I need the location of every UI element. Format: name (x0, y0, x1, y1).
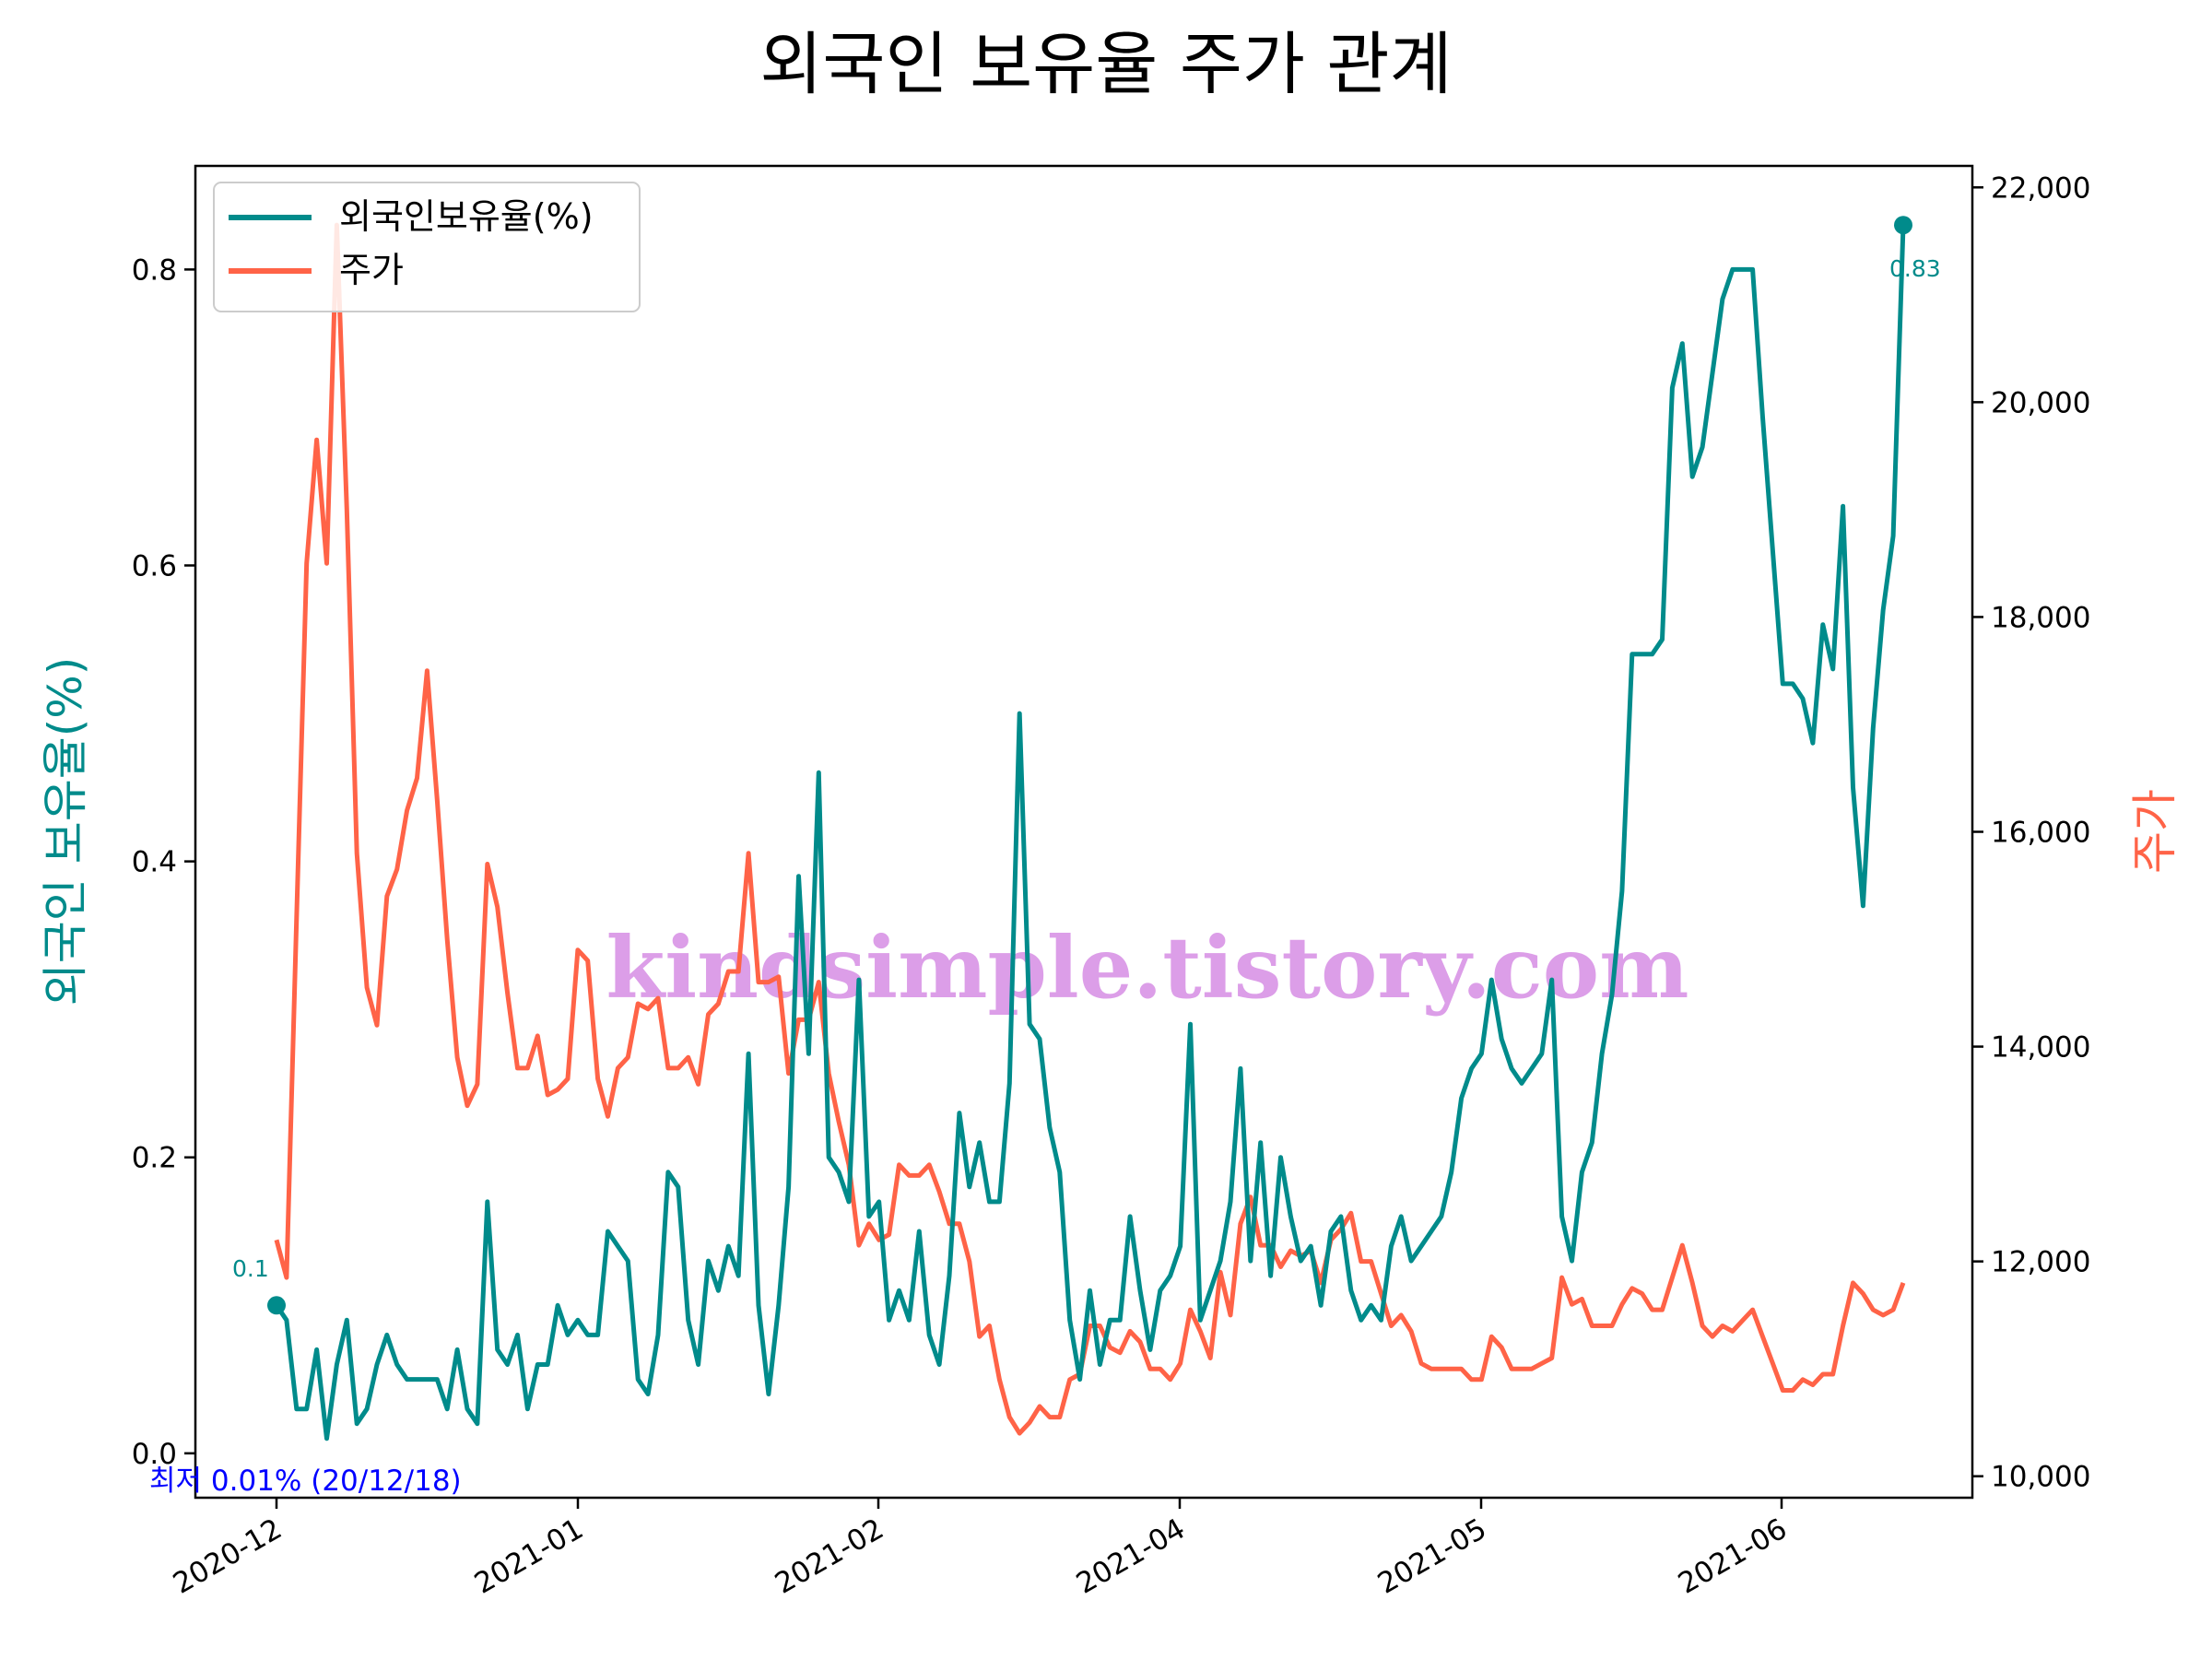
plot-lines (274, 222, 1906, 1441)
legend: 외국인보유율(%) 주가 (213, 182, 641, 312)
chart-title: 외국인 보유율 주가 관계 (759, 25, 1452, 104)
watermark: kindsimple.tistory.com (606, 918, 1688, 1018)
end-value-label: 0.83 (1889, 255, 1941, 282)
start-value-label: 0.1 (232, 1255, 269, 1282)
y-left-tick-label: 0.0 (132, 1438, 177, 1471)
x-tick-label: 2021-01 (469, 1512, 589, 1601)
y-left-tick-label: 0.8 (132, 253, 177, 287)
legend-label-holding: 외국인보유율(%) (339, 196, 594, 237)
plot-frame (194, 164, 1974, 1500)
x-tick-label: 2021-06 (1673, 1512, 1793, 1601)
y-right-tick-label: 12,000 (1991, 1246, 2090, 1279)
series-line-price (274, 222, 1906, 1436)
y-left-tick-label: 0.2 (132, 1142, 177, 1175)
end-point-marker (1894, 216, 1912, 235)
y-right-tick-label: 14,000 (1991, 1031, 2090, 1065)
y-axis-right-label: 주가 (2128, 789, 2182, 874)
y-right-tick-label: 22,000 (1991, 171, 2090, 205)
y-right-tick-label: 16,000 (1991, 817, 2090, 850)
y-right-axis: 10,000 12,000 14,000 16,000 18,000 20,000 22,0… (1972, 171, 2090, 1494)
x-tick-label: 2020-12 (168, 1512, 288, 1601)
x-tick-label: 2021-05 (1372, 1512, 1492, 1601)
legend-label-price: 주가 (339, 250, 404, 290)
y-right-tick-label: 20,000 (1991, 386, 2090, 419)
y-right-tick-label: 10,000 (1991, 1461, 2090, 1494)
x-axis: 2020-12 2021-01 2021-02 2021-04 2021-05 2021-… (168, 1498, 1793, 1601)
y-left-tick-label: 0.6 (132, 550, 177, 583)
x-tick-label: 2021-04 (1071, 1512, 1191, 1601)
endpoint-markers (267, 216, 1912, 1315)
y-axis-left-label: 외국인 보유율(%) (39, 657, 92, 1006)
y-left-tick-label: 0.4 (132, 846, 177, 879)
minimum-label: 최저 0.01% (20/12/18) (149, 1465, 462, 1498)
legend-box (213, 182, 641, 312)
start-point-marker (267, 1296, 286, 1315)
y-left-axis: 0.0 0.2 0.4 0.6 0.8 (132, 253, 195, 1471)
series-line-holding (274, 225, 1906, 1441)
y-right-tick-label: 18,000 (1991, 601, 2090, 634)
x-tick-label: 2021-02 (770, 1512, 889, 1601)
